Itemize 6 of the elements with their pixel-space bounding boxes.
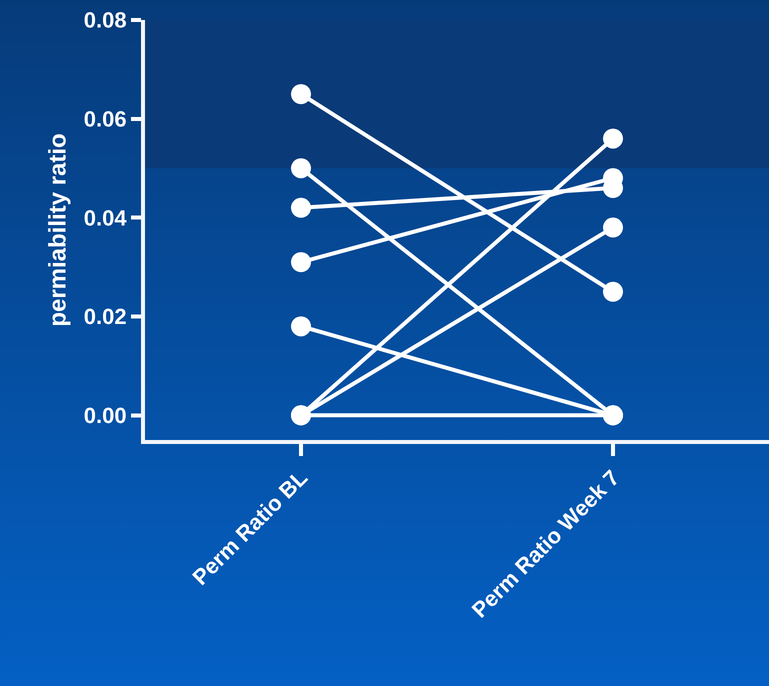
y-tick-label: 0.02	[84, 304, 127, 330]
y-tick-label: 0.00	[84, 402, 127, 428]
y-tick-label: 0.06	[84, 106, 127, 132]
y-tick-label: 0.04	[84, 205, 128, 230]
y-tick-label: 0.08	[84, 8, 127, 33]
y-axis-title: permiability ratio	[44, 133, 72, 327]
